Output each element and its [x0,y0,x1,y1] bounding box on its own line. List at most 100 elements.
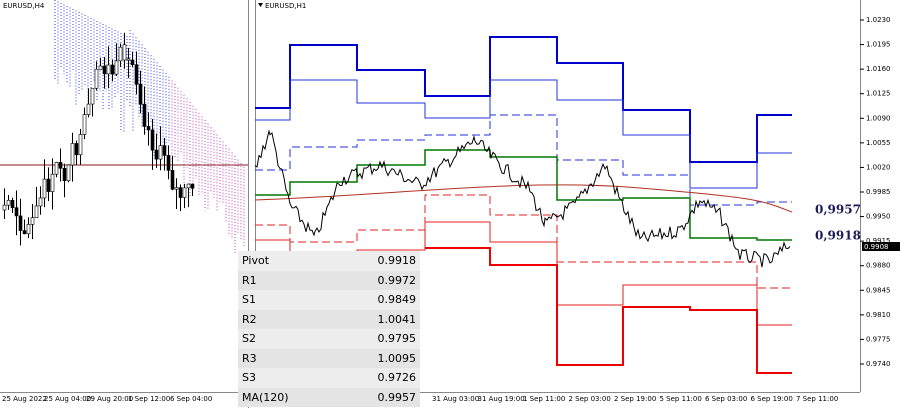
time-label: 2 Sep 03:00 [569,395,611,403]
r1-line [255,114,792,206]
price-label: 0.9915 [866,237,891,245]
time-label: 25 Aug 04:00 [44,395,91,403]
time-label: 31 Aug 19:00 [478,395,525,403]
level-value: 1.0041 [377,312,417,326]
time-label: 2 Sep 19:00 [614,395,656,403]
table-row: MA(120) 0.9957 [238,387,420,407]
price-line [254,129,791,268]
s1-line [255,194,792,289]
time-label: 31 Aug 03:00 [432,395,479,403]
time-label: 25 Aug 2022 [2,395,47,403]
table-row: S1 0.9849 [238,290,420,310]
candle [6,200,11,206]
price-label: 0.9950 [866,213,891,221]
candle [174,187,179,190]
candle [154,149,159,160]
price-label: 0.9845 [866,286,891,294]
candle [38,197,43,207]
candle [106,64,111,75]
candle [66,164,71,181]
s3-line [425,247,792,374]
candle [130,59,135,66]
level-value: 0.9795 [377,332,417,346]
candle [190,183,195,189]
level-name: R3 [242,351,257,365]
candle [10,200,15,208]
candle [162,145,167,156]
level-value: 0.9918 [377,254,417,268]
time-label: 29 Aug 20:00 [86,395,133,403]
candle [126,58,131,61]
candle [54,162,59,175]
dropdown-arrow[interactable] [258,3,263,7]
candle [102,65,107,75]
candle [118,46,123,62]
table-row: S2 0.9795 [238,329,420,349]
price-label: 1.0090 [866,114,891,122]
level-name: Pivot [242,254,270,268]
candle [34,205,39,218]
price-box [862,242,900,251]
candle [146,126,151,131]
ma-line [254,184,793,213]
r3-line [255,36,792,163]
candle [90,87,95,105]
ichimoku-cloud [54,0,245,255]
candle [58,162,63,169]
candle [150,129,155,151]
time-label: 1 Sep 11:00 [523,395,565,403]
time-label: 6 Sep 04:00 [170,395,212,403]
candle [18,215,23,231]
time-label: 6 Sep 03:00 [705,395,747,403]
candle [186,183,191,189]
candle [142,103,147,127]
candle [62,167,67,181]
price-label: 0.9985 [866,188,891,196]
candle [170,170,175,190]
candle [14,207,19,217]
time-label: 1 Sep 12:00 [128,395,170,403]
time-label: 6 Sep 19:00 [751,395,793,403]
price-label: 0.9775 [866,335,891,343]
time-label: 7 Sep 11:00 [796,395,838,403]
candle [166,155,171,171]
candle [50,173,55,192]
candle [42,178,47,199]
price-label: 1.0055 [866,139,891,147]
candle [98,65,103,70]
annotation: 0,9957 [815,203,861,217]
candle [22,230,27,235]
price-label: 1.0125 [866,90,891,98]
current-price: 0.9908 [864,243,889,251]
price-label: 0.9810 [866,311,891,319]
level-name: R1 [242,273,257,287]
r2-line [255,79,792,189]
candle [82,114,87,135]
level-value: 0.9849 [377,293,417,307]
candle [122,44,127,61]
symbol-label: EURUSD,H1 [265,2,306,10]
candle [70,143,75,166]
price-label: 0.9740 [866,360,891,368]
candle [30,217,35,225]
candle [158,145,163,160]
candle [2,204,7,211]
symbol-label: EURUSD,H4 [3,2,45,10]
table-row: R2 1.0041 [238,309,420,329]
price-label: 1.0195 [866,41,891,49]
pivot-table: Pivot 0.9918 R1 0.9972 S1 0.9849 R2 1.0041 S2 0.9… [238,251,420,407]
level-value: 0.9726 [377,371,417,385]
candle [26,224,31,235]
level-name: S1 [242,293,256,307]
left-candles [2,32,195,246]
level-value: 1.0095 [377,351,417,365]
s2-line [255,221,792,326]
table-row: R3 1.0095 [238,348,420,368]
candle [182,187,187,198]
candle [46,178,51,192]
table-row: R1 0.9972 [238,270,420,290]
level-value: 0.9957 [377,390,417,404]
candle [178,187,183,198]
